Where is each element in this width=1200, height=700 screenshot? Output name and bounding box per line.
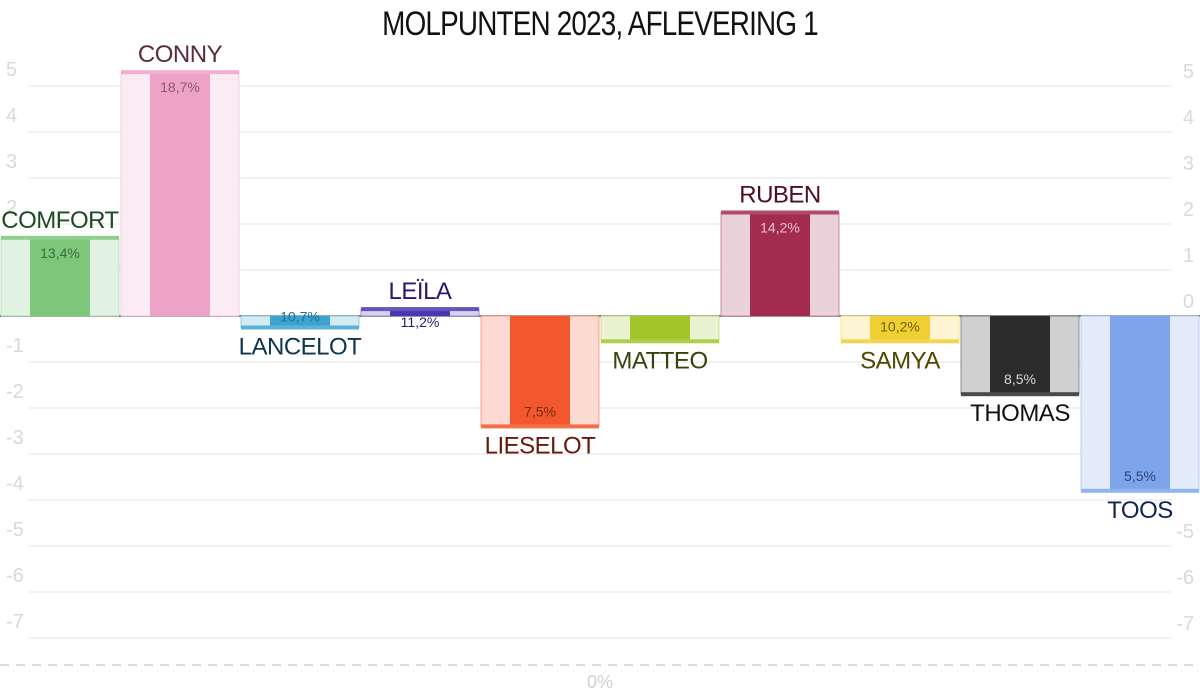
contestant-name-label: CONNY: [138, 41, 223, 68]
left-axis-tick-label: 5: [6, 59, 17, 81]
chart-title: MOLPUNTEN 2023, AFLEVERING 1: [382, 5, 818, 43]
left-axis-tick-label: 2: [6, 197, 17, 219]
right-axis-tick-label: 3: [1183, 153, 1194, 175]
percentage-label: 5,5%: [1124, 468, 1156, 484]
left-axis-tick-label: -4: [6, 473, 24, 495]
left-axis-tick-label: -7: [6, 611, 24, 633]
contestant-name-label: LIESELOT: [485, 432, 597, 459]
left-axis-tick-label: -1: [6, 335, 24, 357]
bar: [390, 309, 450, 316]
percentage-label: 10,2%: [880, 318, 920, 334]
bottom-reference-label: 0%: [587, 672, 613, 692]
left-axis-tick-label: -3: [6, 427, 24, 449]
bar-cap: [601, 339, 719, 344]
bar: [990, 316, 1050, 395]
bar: [870, 316, 930, 342]
left-axis-tick-label: -5: [6, 519, 24, 541]
contestant-name-label: SAMYA: [860, 347, 940, 374]
contestant-name-label: COMFORT: [1, 207, 119, 234]
bar-cap: [841, 339, 959, 344]
contestant-name-label: TOOS: [1107, 497, 1173, 524]
bar-cap: [1, 235, 119, 240]
contestant-name-label: THOMAS: [970, 400, 1070, 427]
bar: [1110, 316, 1170, 491]
percentage-label: 8,5%: [1004, 371, 1036, 387]
bar-cap: [961, 392, 1079, 397]
contestant-name-label: LANCELOT: [239, 334, 363, 361]
percentage-label: 11,2%: [401, 314, 440, 330]
bar: [510, 316, 570, 427]
bar: [630, 316, 690, 342]
right-axis-tick-label: 2: [1183, 199, 1194, 221]
left-axis-tick-label: 3: [6, 151, 17, 173]
right-axis-tick-label: -7: [1176, 613, 1194, 635]
percentage-label: 7,5%: [524, 403, 556, 419]
percentage-label: 10,7%: [280, 309, 320, 325]
bar-cap: [721, 210, 839, 215]
percentage-label: 14,2%: [760, 220, 800, 236]
right-axis-tick-label: 5: [1183, 61, 1194, 83]
right-axis-tick-label: -5: [1176, 521, 1194, 543]
bar: [150, 72, 210, 316]
left-axis-tick-label: 4: [6, 105, 17, 127]
left-axis-tick-label: -6: [6, 565, 24, 587]
bar: [750, 212, 810, 316]
bar-cap: [121, 70, 239, 75]
bar-cap: [481, 424, 599, 429]
right-axis-tick-label: 4: [1183, 107, 1194, 129]
percentage-label: 18,7%: [160, 79, 200, 95]
left-axis-tick-label: -2: [6, 381, 24, 403]
bar: [270, 316, 330, 328]
contestant-name-label: MATTEO: [612, 347, 707, 374]
bar-cap: [1081, 488, 1199, 493]
right-axis-tick-label: 1: [1183, 245, 1194, 267]
percentage-label: 13,4%: [40, 245, 80, 261]
contestant-name-label: RUBEN: [739, 182, 821, 209]
right-axis-tick-label: -6: [1176, 567, 1194, 589]
bar-cap: [361, 307, 479, 312]
contestant-name-label: LEÏLA: [389, 278, 452, 305]
bar-cap: [241, 325, 359, 330]
right-axis-tick-label: 0: [1183, 291, 1194, 313]
bar: [30, 237, 90, 316]
